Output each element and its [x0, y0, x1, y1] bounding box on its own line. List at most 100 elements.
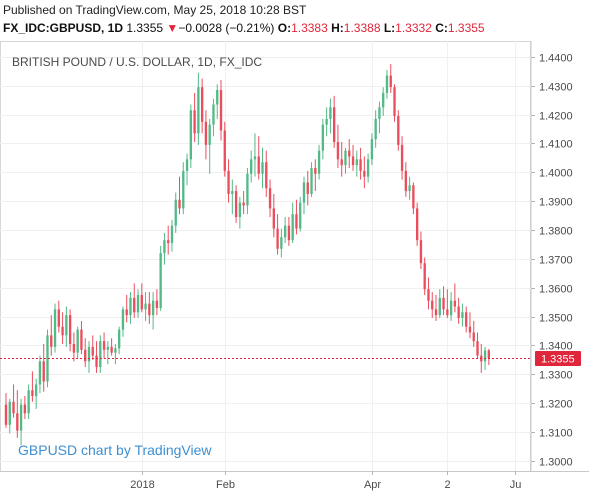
candle-body	[31, 390, 34, 396]
grid-lines	[0, 41, 531, 471]
candle-body	[325, 118, 328, 125]
candle-body	[344, 150, 347, 166]
candle-body	[87, 346, 91, 362]
candle-body	[355, 159, 358, 166]
price-tick-label: 1.4000	[539, 168, 573, 180]
price-axis-labels: 1.4400 1.4300 1.4200 1.4100 1.4000 1.3900 1.38…	[531, 53, 573, 469]
candle-body	[144, 303, 147, 310]
candle-body	[4, 404, 8, 425]
candle-body	[189, 110, 193, 160]
candle-body	[412, 185, 415, 209]
plot-frame	[0, 41, 531, 472]
price-tick-label: 1.3300	[539, 370, 573, 382]
candle-body	[185, 159, 189, 171]
price-tick-label: 1.4400	[539, 53, 573, 65]
candle-body	[133, 297, 136, 313]
candle-body	[129, 297, 132, 316]
candle-body	[178, 199, 181, 209]
candle-body	[306, 182, 309, 194]
candle-body	[231, 191, 234, 194]
candle-body	[136, 294, 140, 313]
candle-body	[19, 404, 23, 431]
time-axis-labels: 2018 Feb Apr 2 Ju	[130, 471, 521, 491]
candle-body	[80, 329, 83, 350]
candle-body	[216, 90, 219, 105]
last-price-tag-label: 1.3355	[541, 354, 575, 366]
price-tick-label: 1.3700	[539, 255, 573, 267]
candle-body	[317, 150, 321, 174]
candle-body	[404, 170, 408, 192]
symbol-label[interactable]: FX_IDC:GBPUSD, 1D	[3, 21, 124, 35]
time-tick-label: 2018	[130, 479, 154, 491]
price-tick-label: 1.4100	[539, 139, 573, 151]
candle-body	[38, 361, 42, 385]
candle-body	[483, 350, 487, 362]
candle-body	[302, 182, 306, 203]
candle-body	[291, 214, 294, 241]
candle-body	[359, 159, 362, 171]
watermark: GBPUSD chart by TradingView	[18, 442, 212, 458]
candle-body	[449, 300, 453, 316]
candle-body	[42, 361, 45, 382]
candle-body	[46, 335, 49, 382]
candles	[4, 64, 490, 446]
candle-body	[465, 312, 468, 327]
candle-body	[167, 240, 170, 244]
down-arrow-icon: ▼	[166, 21, 179, 35]
candle-body	[53, 309, 57, 347]
candle-body	[102, 341, 106, 350]
candle-body	[76, 329, 79, 353]
candle-body	[446, 309, 449, 316]
candle-body	[393, 87, 396, 117]
candle-body	[99, 341, 102, 368]
price-tick-label: 1.3200	[539, 399, 573, 411]
candle-body	[438, 297, 441, 316]
candle-body	[110, 346, 113, 353]
candle-body	[340, 159, 343, 166]
time-tick-label: Apr	[364, 479, 381, 491]
candle-body	[329, 107, 332, 119]
candle-body	[400, 144, 404, 171]
candle-body	[155, 300, 159, 308]
candle-body	[461, 312, 464, 319]
candle-body	[299, 202, 302, 229]
candle-body	[227, 170, 230, 194]
candle-body	[408, 185, 411, 192]
time-tick-label: 2	[444, 479, 450, 491]
candle-body	[431, 300, 434, 310]
candle-body	[182, 170, 185, 209]
time-tick-label: Feb	[216, 479, 235, 491]
high-label: H:	[331, 21, 344, 35]
candle-body	[370, 139, 374, 160]
candle-body	[382, 92, 385, 108]
candle-body	[170, 225, 174, 244]
close-value: 1.3355	[447, 21, 485, 35]
candle-body	[434, 309, 438, 316]
candle-body	[114, 348, 117, 353]
candle-body	[295, 214, 298, 229]
candle-body	[374, 118, 377, 140]
published-caption: Published on TradingView.com, May 25, 20…	[3, 3, 307, 17]
candle-body	[106, 346, 110, 350]
candle-body	[23, 404, 27, 414]
candle-body	[12, 401, 15, 414]
candle-body	[234, 191, 238, 218]
candle-body	[265, 162, 268, 189]
candle-body	[253, 156, 257, 160]
candle-body	[472, 332, 475, 342]
last-price: 1.3355	[126, 21, 164, 35]
candle-body	[159, 253, 162, 308]
candle-body	[219, 90, 223, 131]
candle-body	[280, 237, 283, 249]
candle-body	[163, 240, 166, 254]
candle-body	[314, 167, 317, 174]
candle-body	[442, 297, 445, 310]
price-tick-label: 1.3800	[539, 226, 573, 238]
candle-body	[61, 326, 64, 336]
price-tick-label: 1.3400	[539, 341, 573, 353]
open-value: 1.3383	[291, 21, 328, 35]
candle-body	[91, 346, 94, 356]
candle-body	[468, 326, 472, 333]
